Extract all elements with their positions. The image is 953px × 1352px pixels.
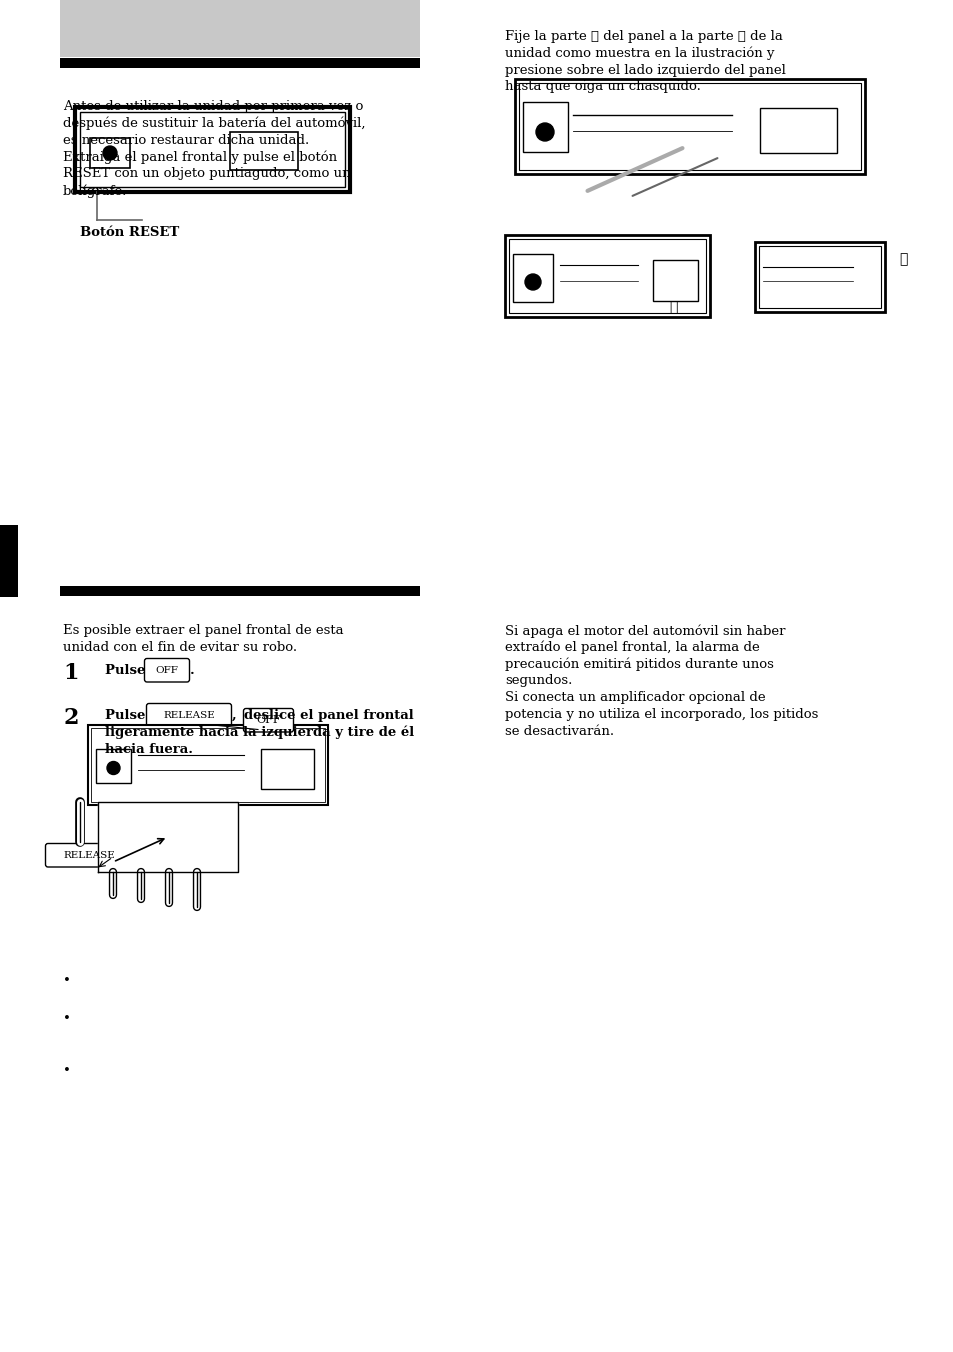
- FancyBboxPatch shape: [243, 708, 294, 731]
- Bar: [91, 727, 325, 802]
- Text: hasta que oiga un chasquido.: hasta que oiga un chasquido.: [504, 80, 700, 93]
- Bar: [60, 585, 419, 596]
- Text: es necesario restaurar dicha unidad.: es necesario restaurar dicha unidad.: [63, 134, 309, 146]
- Bar: [759, 246, 880, 308]
- Text: ligeramente hacia la izquierda y tire de él: ligeramente hacia la izquierda y tire de…: [105, 726, 414, 740]
- Bar: [80, 112, 345, 187]
- Text: segundos.: segundos.: [504, 675, 572, 687]
- Text: ,: ,: [232, 708, 241, 722]
- Bar: [518, 82, 861, 170]
- Bar: [230, 132, 297, 170]
- Bar: [754, 242, 884, 312]
- Text: RELEASE: RELEASE: [63, 850, 114, 860]
- Text: 2: 2: [63, 707, 78, 729]
- Bar: [515, 78, 864, 174]
- Circle shape: [536, 123, 554, 141]
- Bar: [504, 235, 709, 316]
- Circle shape: [103, 146, 117, 160]
- Text: •: •: [63, 973, 71, 987]
- Text: bolígrafo.: bolígrafo.: [63, 184, 128, 197]
- Text: Si conecta un amplificador opcional de: Si conecta un amplificador opcional de: [504, 691, 765, 704]
- Text: se desactivarán.: se desactivarán.: [504, 725, 614, 738]
- Circle shape: [524, 274, 540, 289]
- Bar: [96, 749, 131, 783]
- Text: RELEASE: RELEASE: [163, 711, 214, 721]
- Text: Extraiga el panel frontal y pulse el botón: Extraiga el panel frontal y pulse el bot…: [63, 150, 336, 164]
- Text: Pulse: Pulse: [105, 708, 150, 722]
- Bar: [522, 101, 567, 151]
- Text: potencia y no utiliza el incorporado, los pitidos: potencia y no utiliza el incorporado, lo…: [504, 708, 818, 721]
- Text: Es posible extraer el panel frontal de esta: Es posible extraer el panel frontal de e…: [63, 625, 343, 637]
- Text: unidad con el fin de evitar su robo.: unidad con el fin de evitar su robo.: [63, 641, 296, 654]
- Polygon shape: [98, 802, 237, 872]
- Bar: [760, 108, 836, 153]
- Bar: [75, 107, 350, 192]
- Text: deslice el panel frontal: deslice el panel frontal: [244, 708, 414, 722]
- Text: hacia fuera.: hacia fuera.: [105, 742, 193, 756]
- Text: OFF: OFF: [256, 715, 280, 725]
- Text: después de sustituir la batería del automóvil,: después de sustituir la batería del auto…: [63, 116, 365, 130]
- Text: extraído el panel frontal, la alarma de: extraído el panel frontal, la alarma de: [504, 641, 759, 654]
- FancyBboxPatch shape: [147, 703, 232, 727]
- FancyBboxPatch shape: [46, 844, 132, 867]
- Bar: [90, 138, 130, 168]
- Text: •: •: [63, 1064, 71, 1078]
- Text: Fije la parte Ⓐ del panel a la parte Ⓑ de la: Fije la parte Ⓐ del panel a la parte Ⓑ d…: [504, 30, 782, 43]
- Text: Ⓐ: Ⓐ: [898, 253, 906, 266]
- Text: RESET con un objeto puntiagudo, como un: RESET con un objeto puntiagudo, como un: [63, 168, 351, 180]
- Bar: [88, 725, 328, 804]
- Text: •: •: [63, 1013, 71, 1025]
- Text: Ⓑ: Ⓑ: [668, 300, 677, 314]
- Bar: [509, 239, 705, 314]
- Text: Botón RESET: Botón RESET: [80, 226, 179, 239]
- Text: 1: 1: [63, 662, 78, 684]
- FancyBboxPatch shape: [144, 658, 190, 681]
- Text: presione sobre el lado izquierdo del panel: presione sobre el lado izquierdo del pan…: [504, 64, 785, 77]
- Text: precaución emitirá pitidos durante unos: precaución emitirá pitidos durante unos: [504, 657, 773, 671]
- Text: Pulse: Pulse: [105, 664, 150, 677]
- Text: unidad como muestra en la ilustración y: unidad como muestra en la ilustración y: [504, 47, 774, 61]
- Bar: [513, 254, 553, 301]
- Circle shape: [107, 761, 120, 775]
- Bar: [60, 58, 419, 68]
- Bar: [60, 0, 419, 57]
- Text: .: .: [190, 664, 194, 677]
- Bar: [652, 260, 697, 300]
- Text: Antes de utilizar la unidad por primera vez o: Antes de utilizar la unidad por primera …: [63, 100, 363, 114]
- Bar: [260, 749, 314, 790]
- Bar: [0, 525, 18, 598]
- Text: OFF: OFF: [155, 667, 178, 675]
- Text: Si apaga el motor del automóvil sin haber: Si apaga el motor del automóvil sin habe…: [504, 625, 784, 638]
